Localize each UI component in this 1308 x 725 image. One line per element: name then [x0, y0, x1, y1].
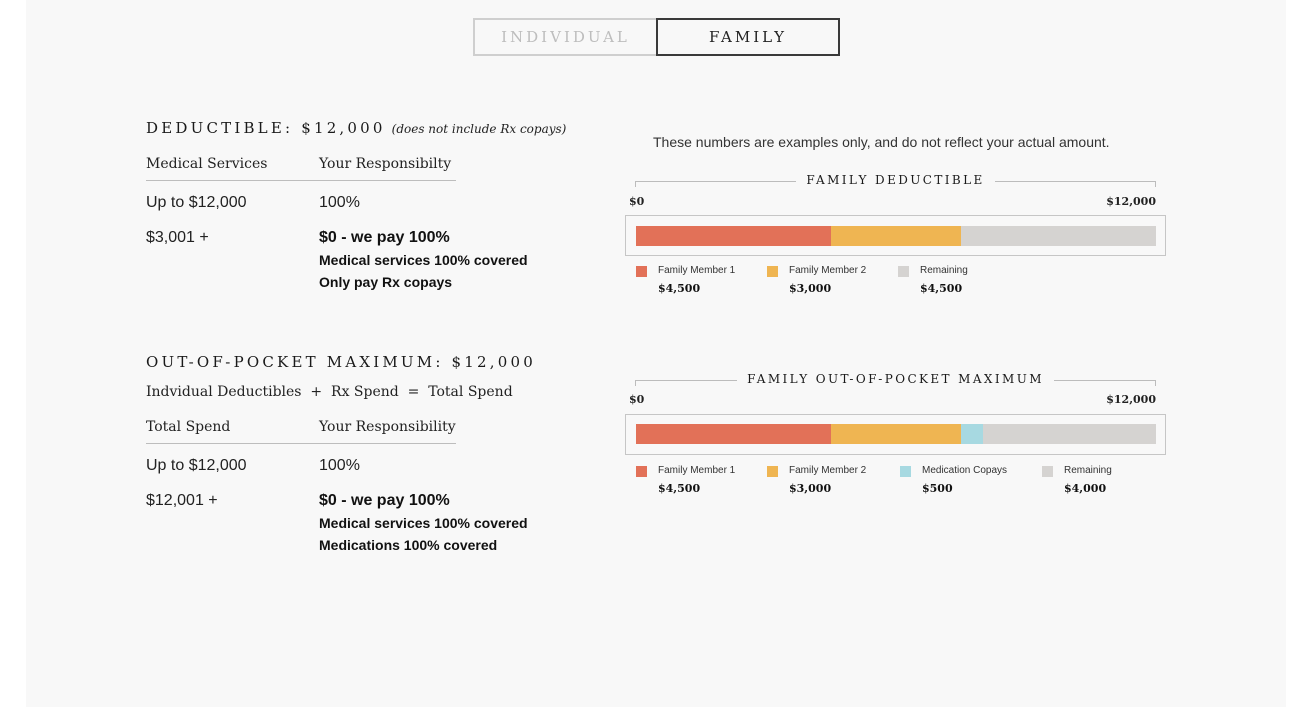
- oop-heading: OUT-OF-POCKET MAXIMUM: $12,000: [146, 353, 536, 371]
- chart2-title: FAMILY OUT-OF-POCKET MAXIMUM: [737, 372, 1054, 386]
- disclaimer-text: These numbers are examples only, and do …: [653, 134, 1110, 150]
- oop-row2-responsibility: $0 - we pay 100%: [319, 492, 450, 509]
- deductible-heading: DEDUCTIBLE: $12,000 (does not include Rx …: [146, 119, 566, 137]
- oop-row2-range: $12,001 +: [146, 492, 218, 509]
- chart2-legend: Family Member 1 $4,500 Family Member 2 $3,0…: [636, 465, 1156, 496]
- legend-series-name: Family Member 1: [658, 465, 736, 476]
- chart2-bar: [636, 424, 1156, 444]
- chart1-max-label: $12,000: [1106, 195, 1156, 208]
- chart1-bar-segment-remaining: [961, 226, 1156, 246]
- chart2-bar-segment-family-member-1: [636, 424, 831, 444]
- legend-swatch: [767, 266, 778, 277]
- chart1-title: FAMILY DEDUCTIBLE: [796, 173, 995, 187]
- chart2-bar-segment-medication-copays: [961, 424, 983, 444]
- legend-series-value: $3,000: [789, 282, 832, 295]
- tab-individual[interactable]: INDIVIDUAL: [473, 18, 656, 56]
- deductible-row2-responsibility: $0 - we pay 100%: [319, 229, 450, 246]
- chart2-max-label: $12,000: [1106, 393, 1156, 406]
- chart2-bar-segment-family-member-2: [831, 424, 961, 444]
- chart2-min-label: $0: [629, 393, 645, 406]
- oop-col2-header: Your Responsibility: [319, 419, 456, 435]
- legend-series-value: $3,000: [789, 482, 832, 495]
- oop-row2-detail-1: Medical services 100% covered: [319, 515, 528, 531]
- oop-formula: Indvidual Deductibles + Rx Spend = Total…: [146, 384, 513, 400]
- legend-series-value: $4,500: [658, 282, 701, 295]
- chart2-bar-segment-remaining: [982, 424, 1156, 444]
- deductible-title: DEDUCTIBLE: $12,000: [146, 119, 386, 137]
- legend-series-name: Medication Copays: [922, 465, 1008, 476]
- deductible-row1-range: Up to $12,000: [146, 194, 247, 211]
- chart1-bar-segment-family-member-2: [831, 226, 961, 246]
- legend-series-name: Family Member 1: [658, 265, 736, 276]
- legend-swatch: [1042, 466, 1053, 477]
- legend-swatch: [898, 266, 909, 277]
- legend-swatch: [636, 466, 647, 477]
- legend-swatch: [900, 466, 911, 477]
- legend-series-name: Family Member 2: [789, 465, 867, 476]
- deductible-divider: [146, 180, 456, 181]
- legend-series-value: $4,500: [658, 482, 701, 495]
- chart1-bar-frame: [625, 215, 1166, 256]
- legend-series-value: $500: [922, 482, 953, 495]
- legend-swatch: [767, 466, 778, 477]
- chart1-bar: [636, 226, 1156, 246]
- legend-swatch: [636, 266, 647, 277]
- legend-series-name: Family Member 2: [789, 265, 867, 276]
- deductible-row2-detail-1: Medical services 100% covered: [319, 252, 528, 268]
- legend-series-name: Remaining: [920, 265, 968, 276]
- deductible-row2-range: $3,001 +: [146, 229, 209, 246]
- chart2-bar-frame: [625, 414, 1166, 455]
- oop-row2-detail-2: Medications 100% covered: [319, 537, 498, 553]
- deductible-row2-detail-2: Only pay Rx copays: [319, 274, 453, 290]
- oop-divider: [146, 443, 456, 444]
- deductible-note: (does not include Rx copays): [391, 122, 567, 136]
- chart1-legend: Family Member 1 $4,500 Family Member 2 $3,0…: [636, 265, 1156, 296]
- legend-series-value: $4,500: [920, 282, 963, 295]
- deductible-col2-header: Your Responsibilty: [319, 156, 452, 172]
- deductible-col1-header: Medical Services: [146, 156, 268, 172]
- tab-family[interactable]: FAMILY: [656, 18, 840, 56]
- legend-series-name: Remaining: [1064, 465, 1112, 476]
- legend-series-value: $4,000: [1064, 482, 1107, 495]
- oop-row1-responsibility: 100%: [319, 457, 360, 474]
- benefits-panel: [26, 0, 1286, 707]
- oop-row1-range: Up to $12,000: [146, 457, 247, 474]
- deductible-row1-responsibility: 100%: [319, 194, 360, 211]
- chart1-bar-segment-family-member-1: [636, 226, 831, 246]
- chart1-min-label: $0: [629, 195, 645, 208]
- oop-col1-header: Total Spend: [146, 419, 231, 435]
